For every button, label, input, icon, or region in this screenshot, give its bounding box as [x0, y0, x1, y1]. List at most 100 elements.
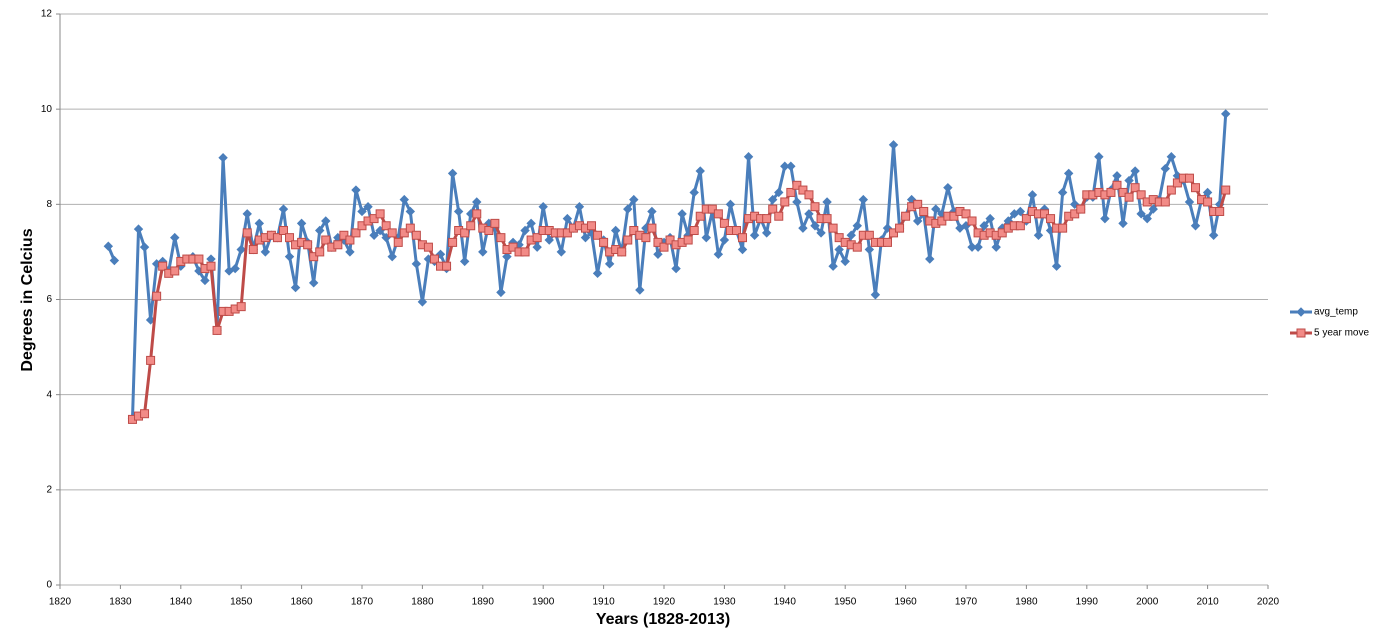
- x-tick-label: 1830: [109, 597, 132, 608]
- point: [647, 206, 657, 217]
- point: [345, 235, 355, 245]
- point: [768, 194, 778, 205]
- point: [1191, 183, 1201, 193]
- point: [544, 235, 554, 245]
- point: [1215, 206, 1225, 216]
- point: [411, 230, 421, 240]
- point: [242, 228, 252, 238]
- point: [804, 190, 814, 200]
- point: [889, 228, 899, 238]
- point: [1166, 152, 1177, 162]
- x-tick-label: 1820: [49, 597, 72, 608]
- point: [393, 237, 403, 247]
- point: [460, 228, 470, 238]
- point: [369, 214, 379, 224]
- point: [140, 409, 150, 419]
- point: [762, 214, 772, 224]
- point: [1015, 221, 1025, 231]
- point: [466, 221, 476, 231]
- point: [780, 197, 790, 207]
- point: [943, 182, 953, 193]
- point: [405, 223, 415, 233]
- point: [562, 228, 572, 238]
- point: [303, 240, 313, 250]
- point: [768, 204, 778, 214]
- point: [653, 237, 663, 247]
- point: [321, 216, 331, 226]
- point: [194, 254, 204, 264]
- point: [1046, 214, 1056, 224]
- point: [864, 230, 874, 240]
- y-tick-label: 0: [46, 580, 52, 591]
- point: [357, 206, 367, 217]
- point: [321, 235, 331, 245]
- point: [617, 247, 627, 257]
- point: [1118, 187, 1128, 197]
- point: [315, 225, 325, 236]
- point: [260, 247, 271, 257]
- point: [285, 233, 295, 243]
- point: [357, 221, 367, 231]
- point: [496, 287, 506, 298]
- point: [1203, 197, 1213, 207]
- point: [411, 259, 422, 269]
- point: [459, 256, 470, 267]
- point: [333, 240, 343, 250]
- point: [1136, 209, 1146, 219]
- point: [375, 209, 385, 219]
- point: [1124, 175, 1134, 186]
- point: [574, 202, 585, 212]
- point: [713, 249, 724, 260]
- point: [447, 168, 458, 179]
- point: [580, 232, 591, 243]
- point: [695, 211, 705, 221]
- point: [641, 233, 651, 243]
- point: [1190, 221, 1201, 231]
- point: [731, 226, 741, 236]
- legend-marker: [1296, 307, 1306, 317]
- point: [1051, 261, 1062, 271]
- point: [478, 247, 488, 257]
- point: [677, 209, 687, 219]
- point: [290, 282, 301, 293]
- point: [212, 325, 222, 335]
- x-tick-label: 1910: [592, 597, 615, 608]
- point: [1015, 206, 1026, 217]
- point: [170, 266, 180, 276]
- point: [1184, 197, 1195, 207]
- point: [912, 216, 923, 226]
- point: [810, 221, 820, 231]
- point: [508, 242, 518, 252]
- point: [387, 251, 397, 262]
- point: [532, 242, 542, 252]
- y-tick-label: 8: [46, 199, 52, 210]
- point: [786, 161, 796, 171]
- point: [749, 230, 760, 240]
- point: [472, 197, 482, 207]
- point: [339, 230, 349, 240]
- point: [671, 263, 681, 274]
- point: [629, 194, 639, 205]
- point: [895, 223, 905, 233]
- point: [1076, 204, 1086, 214]
- point: [937, 216, 947, 226]
- point: [659, 242, 669, 252]
- y-tick-label: 6: [46, 294, 52, 305]
- point: [719, 235, 730, 245]
- point: [888, 140, 899, 150]
- x-tick-label: 1950: [834, 597, 857, 608]
- point: [901, 211, 911, 221]
- point: [230, 263, 240, 274]
- point: [1136, 190, 1146, 200]
- point: [484, 226, 494, 236]
- point: [1221, 109, 1231, 119]
- point: [423, 242, 433, 252]
- point: [828, 261, 838, 271]
- legend-label: avg_temp: [1314, 307, 1358, 318]
- point: [206, 261, 216, 271]
- legend-marker: [1296, 328, 1306, 338]
- point: [1130, 166, 1140, 176]
- point: [1130, 183, 1140, 193]
- point: [792, 180, 802, 190]
